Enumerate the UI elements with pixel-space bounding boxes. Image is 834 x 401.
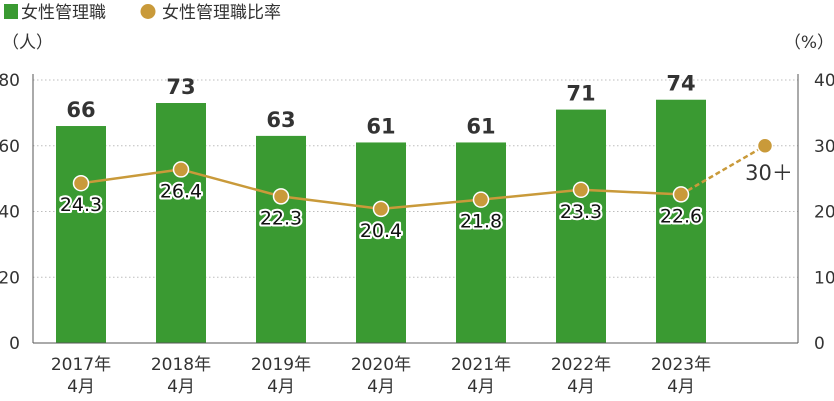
ratio-point-label: 24.3 [60, 194, 102, 216]
bar [256, 135, 306, 343]
ratio-point [372, 200, 390, 218]
left-tick-label: 0 [9, 334, 20, 354]
legend-line-label: 女性管理職比率 [162, 3, 281, 23]
right-tick-label: 10 [814, 268, 834, 288]
ratio-point [72, 174, 90, 192]
ratio-point [172, 161, 190, 178]
ratio-point [272, 188, 290, 205]
ratio-point-label: 22.6 [660, 205, 702, 227]
ratio-line [72, 137, 774, 218]
right-tick-label: 40 [814, 71, 834, 91]
category-label: 2018年 4月 [151, 355, 211, 397]
ratio-point [572, 181, 590, 199]
bar-value-label: 73 [166, 75, 195, 99]
bar [156, 103, 206, 343]
left-axis-ticks: 0 20 40 60 80 [0, 71, 20, 354]
left-tick-label: 60 [0, 137, 20, 157]
bar [456, 142, 506, 343]
right-tick-label: 30 [814, 137, 834, 157]
category-labels: 2017年 4月 2018年 4月 2019年 4月 2020年 4月 2021年 4月 2022年… [51, 355, 711, 397]
left-tick-label: 20 [0, 268, 20, 288]
category-label: 2017年 4月 [51, 355, 111, 397]
bar [556, 109, 606, 344]
ratio-point-label: 21.8 [460, 211, 502, 233]
bar-value-label: 74 [666, 72, 695, 96]
bar [356, 142, 406, 343]
bar-value-label: 61 [466, 114, 495, 138]
target-dashed-line [680, 144, 766, 196]
left-axis-unit: （人） [2, 33, 53, 53]
bar [656, 99, 706, 343]
left-tick-label: 80 [0, 71, 20, 91]
target-label: 30＋ [745, 161, 793, 185]
bar-value-label: 61 [366, 114, 395, 138]
bar-value-label: 63 [266, 108, 295, 132]
ratio-point [472, 191, 490, 208]
right-tick-label: 0 [814, 334, 825, 354]
ratio-point-label: 20.4 [360, 220, 402, 242]
right-axis-ticks: 0 10 20 30 40 [814, 71, 834, 354]
ratio-point-label: 23.3 [560, 201, 602, 223]
bar [56, 126, 106, 344]
right-axis-unit: （%） [784, 33, 834, 53]
legend: 女性管理職 女性管理職比率 [4, 3, 281, 23]
axes [32, 74, 799, 344]
left-tick-label: 40 [0, 203, 20, 223]
labels: 66 73 63 61 61 71 74 24.3 26.4 22.3 20.4 21.8 23.3 22… [58, 72, 793, 244]
target-point [756, 137, 774, 154]
legend-bar-label: 女性管理職 [21, 3, 106, 23]
bar-value-label: 66 [66, 98, 95, 122]
category-label: 2023年 4月 [651, 355, 711, 397]
bars [56, 99, 706, 344]
ratio-point-label: 26.4 [160, 180, 202, 202]
legend-line-swatch [140, 4, 156, 19]
ratio-point-label: 22.3 [260, 207, 302, 229]
category-label: 2019年 4月 [251, 355, 311, 397]
category-label: 2021年 4月 [451, 355, 511, 397]
right-tick-label: 20 [814, 203, 834, 223]
bar-value-label: 71 [566, 82, 595, 106]
category-label: 2022年 4月 [551, 355, 611, 397]
legend-bar-swatch [4, 4, 18, 19]
ratio-point [672, 186, 690, 203]
category-label: 2020年 4月 [351, 355, 411, 397]
